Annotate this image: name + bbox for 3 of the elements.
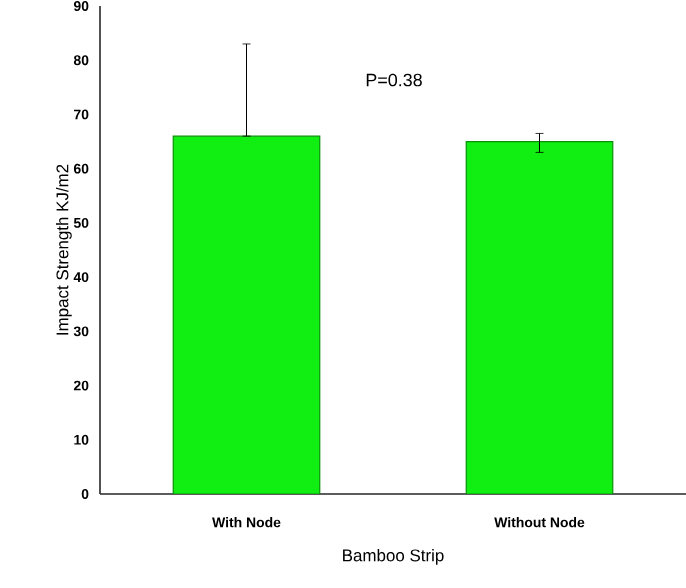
annotation: P=0.38 (366, 73, 422, 87)
x-axis-title: Bamboo Strip (343, 548, 444, 565)
y-axis-title: Impact Strength KJ/m2 (55, 164, 72, 335)
